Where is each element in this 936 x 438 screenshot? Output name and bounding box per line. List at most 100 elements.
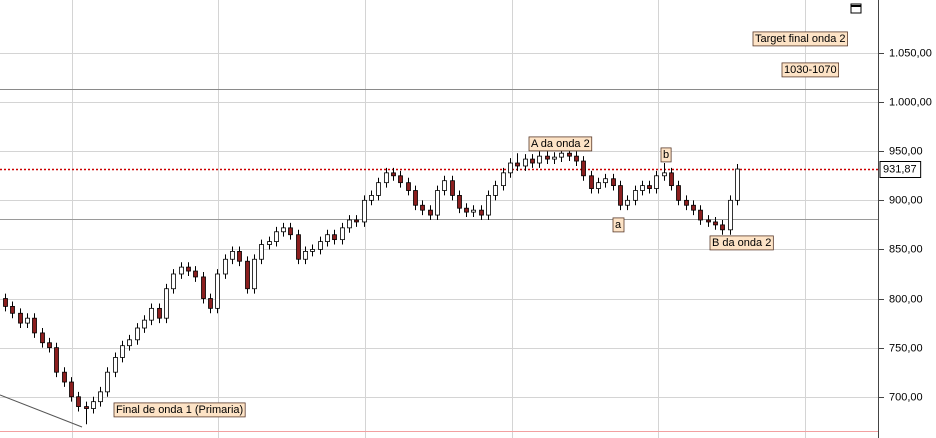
candle-body — [252, 258, 257, 290]
candle-body — [76, 396, 81, 407]
y-tick-label: 750,00 — [889, 342, 923, 354]
candle-body — [567, 152, 572, 157]
candle-body — [69, 381, 74, 398]
candle-body — [10, 306, 15, 314]
candle-body — [32, 317, 37, 334]
candle-body — [149, 307, 154, 321]
y-tick-label: 950,00 — [889, 145, 923, 157]
candle-body — [501, 172, 506, 187]
candle-body — [347, 219, 352, 229]
candle-body — [120, 345, 125, 358]
candle-body — [157, 307, 162, 319]
candle-body — [318, 241, 323, 250]
candle-body — [523, 158, 528, 167]
candle-body — [105, 371, 110, 393]
y-tick-label: 700,00 — [889, 391, 923, 403]
candle-body — [340, 227, 345, 241]
candle-body — [669, 172, 674, 187]
candle-body — [164, 288, 169, 319]
candle-body — [369, 195, 374, 201]
candle-body — [457, 195, 462, 209]
candle-body — [618, 185, 623, 206]
candle-body — [552, 156, 557, 160]
candle-body — [376, 182, 381, 196]
candle-body — [735, 168, 740, 201]
annotation-box — [660, 147, 672, 163]
y-tick-label: 1.050,00 — [889, 47, 932, 59]
candle-body — [698, 209, 703, 221]
candle-body — [179, 266, 184, 275]
candle-body — [142, 319, 147, 329]
candle-body — [684, 199, 689, 206]
candle-body — [113, 357, 118, 373]
candle-body — [654, 175, 659, 189]
candle-body — [406, 182, 411, 191]
candle-body — [493, 185, 498, 196]
candle-body — [471, 209, 476, 213]
candle-body — [574, 155, 579, 162]
candle-body — [640, 185, 645, 191]
candle-body — [391, 172, 396, 177]
candle-body — [237, 251, 242, 262]
y-tick-label: 850,00 — [889, 243, 923, 255]
candle-body — [274, 231, 279, 242]
candle-body — [230, 251, 235, 260]
annotation: Target final onda 2 — [752, 31, 848, 47]
candle-body — [728, 199, 733, 231]
candle-body — [464, 207, 469, 213]
annotation-box — [752, 31, 848, 47]
candle-body — [713, 221, 718, 226]
candle-body — [428, 209, 433, 216]
trend-line — [0, 394, 83, 428]
candle-body — [208, 298, 213, 309]
candle-body — [581, 160, 586, 177]
window-button[interactable] — [850, 3, 862, 14]
candle-body — [281, 227, 286, 233]
candle-body — [84, 406, 89, 409]
annotation: 1030-1070 — [781, 62, 840, 78]
annotation-text: A da onda 2 — [531, 138, 590, 150]
y-tick-label: 1.000,00 — [889, 96, 932, 108]
candle-body — [486, 195, 491, 216]
candle-body — [91, 401, 96, 409]
candle-body — [47, 342, 52, 349]
candle-body — [303, 251, 308, 260]
candle-body — [633, 190, 638, 201]
y-tick-label: 800,00 — [889, 293, 923, 305]
candle-body — [40, 332, 45, 344]
annotation: b — [660, 147, 672, 163]
candle-body — [611, 178, 616, 187]
candle-body — [589, 175, 594, 189]
candle-body — [288, 227, 293, 236]
candle-body — [332, 234, 337, 241]
annotation: B da onda 2 — [709, 235, 774, 251]
candle-body — [398, 175, 403, 184]
annotation-text: b — [663, 149, 669, 161]
candle-body — [676, 185, 681, 201]
candle-body — [296, 234, 301, 260]
annotation-text: 1030-1070 — [784, 64, 837, 76]
candle-body — [559, 152, 564, 158]
candle-body — [530, 158, 535, 164]
candle-body — [259, 244, 264, 260]
candle-body — [515, 162, 520, 167]
candle-body — [62, 371, 67, 383]
candle-body — [662, 172, 667, 177]
candle-body — [3, 298, 8, 307]
candle-body — [537, 155, 542, 164]
candle-body — [362, 199, 367, 223]
candle-body — [215, 273, 220, 309]
annotation-text: Final de onda 1 (Primaria) — [116, 404, 243, 416]
candle-body — [127, 339, 132, 347]
last-price-box — [879, 161, 922, 178]
candle-body — [508, 162, 513, 174]
annotation-text: Target final onda 2 — [755, 33, 846, 45]
y-tick-label: 900,00 — [889, 194, 923, 206]
candle-body — [706, 219, 711, 223]
annotation-box — [612, 217, 625, 233]
candle-body — [384, 172, 389, 184]
candle-body — [193, 270, 198, 278]
candle-body — [435, 190, 440, 216]
annotation: Final de onda 1 (Primaria) — [113, 402, 246, 418]
